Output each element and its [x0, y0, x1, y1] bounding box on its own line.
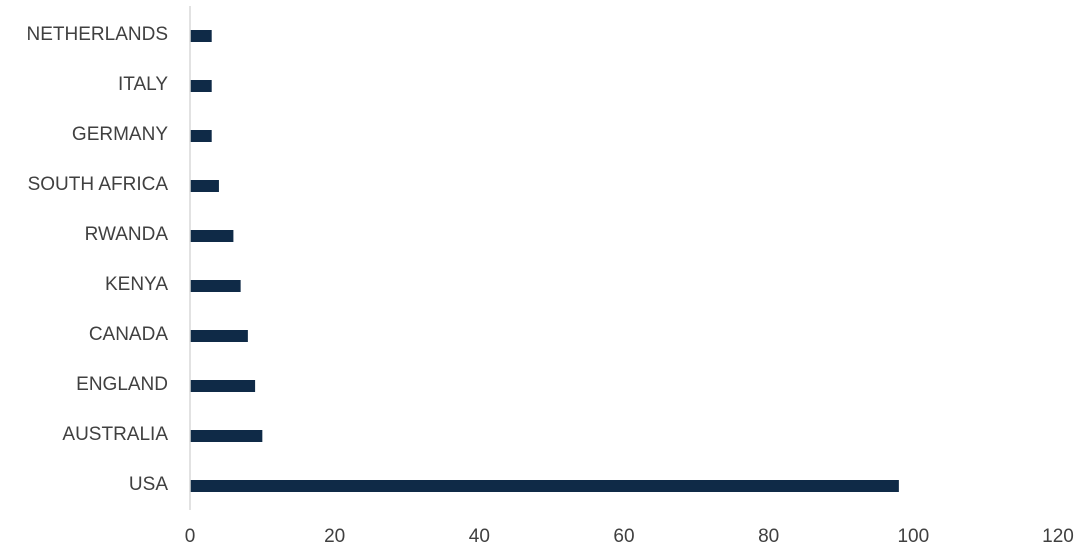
- x-tick-labels: 0 20 40 60 80 100 120: [185, 526, 1074, 547]
- bar-kenya: [190, 280, 241, 292]
- x-tick-label-120: 120: [1042, 526, 1074, 547]
- category-label-italy: ITALY: [118, 74, 168, 95]
- bar-canada: [190, 330, 248, 342]
- x-tick-label-0: 0: [185, 526, 196, 547]
- category-label-south-africa: SOUTH AFRICA: [28, 174, 169, 195]
- category-label-kenya: KENYA: [105, 274, 168, 295]
- x-tick-label-40: 40: [469, 526, 490, 547]
- bar-usa: [190, 480, 899, 492]
- category-label-netherlands: NETHERLANDS: [27, 24, 168, 45]
- category-label-england: ENGLAND: [76, 374, 168, 395]
- category-label-australia: AUSTRALIA: [62, 424, 168, 445]
- bar-rwanda: [190, 230, 234, 242]
- category-label-usa: USA: [129, 474, 168, 495]
- bars-group: [190, 30, 899, 492]
- category-label-canada: CANADA: [89, 324, 169, 345]
- x-tick-label-20: 20: [324, 526, 345, 547]
- category-label-germany: GERMANY: [72, 124, 168, 145]
- x-tick-label-60: 60: [613, 526, 634, 547]
- bar-germany: [190, 130, 212, 142]
- category-label-rwanda: RWANDA: [85, 224, 169, 245]
- bar-australia: [190, 430, 263, 442]
- x-tick-label-80: 80: [758, 526, 779, 547]
- bar-england: [190, 380, 256, 392]
- bar-south-africa: [190, 180, 219, 192]
- bar-italy: [190, 80, 212, 92]
- x-tick-label-100: 100: [897, 526, 929, 547]
- category-labels: USA AUSTRALIA ENGLAND CANADA KENYA RWANDA SOUT…: [27, 24, 169, 495]
- bar-netherlands: [190, 30, 212, 42]
